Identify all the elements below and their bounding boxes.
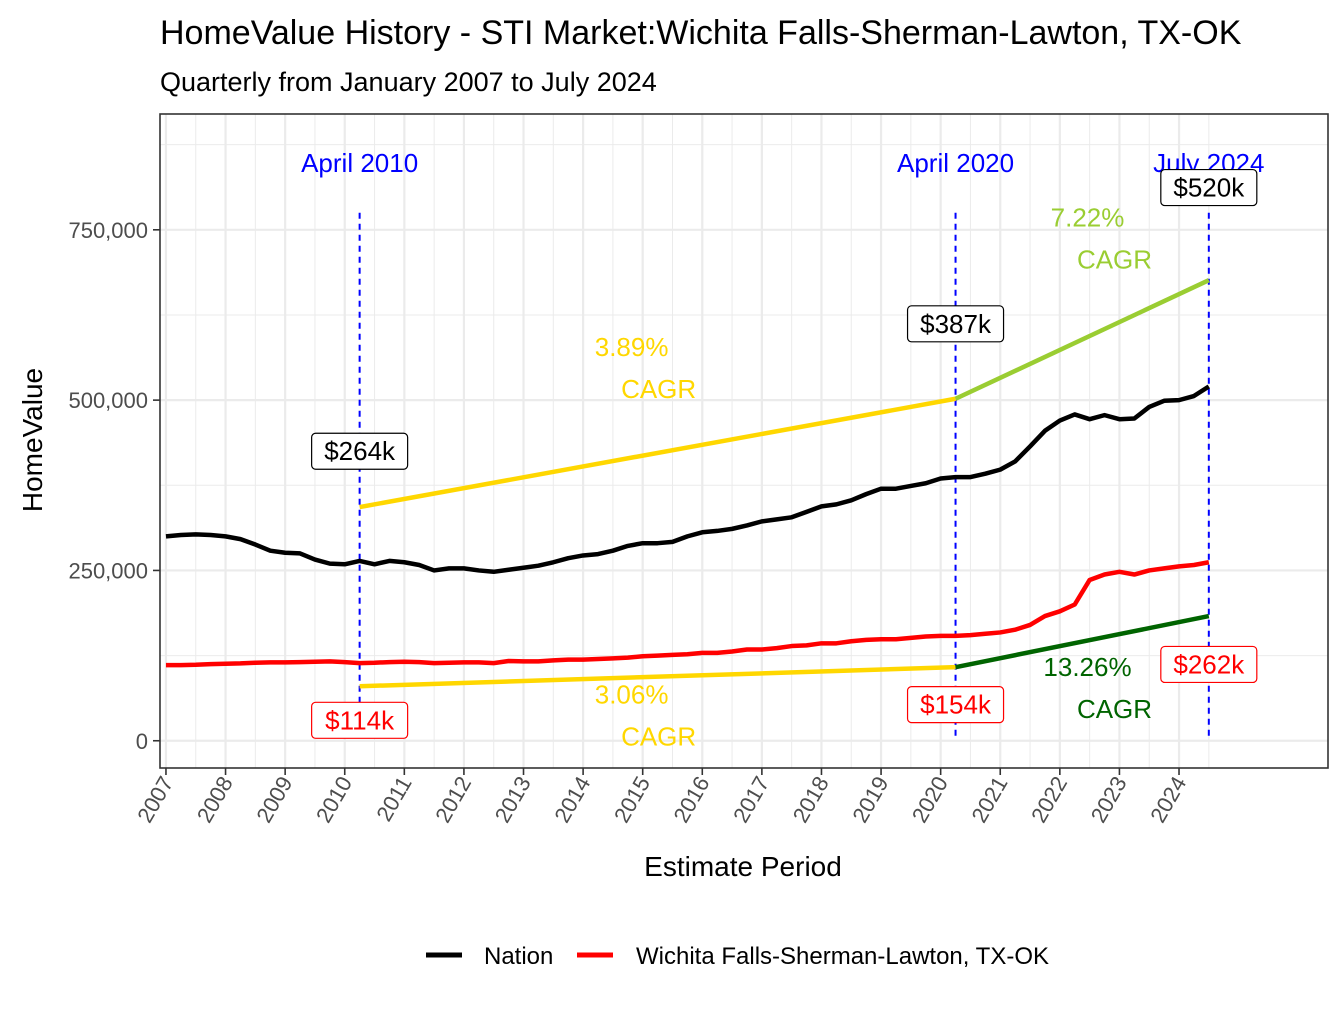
y-tick-label: 250,000	[68, 558, 148, 583]
value-label-box	[906, 686, 1005, 724]
value-label-box	[1160, 645, 1258, 684]
legend-label-market: Wichita Falls-Sherman-Lawton, TX-OK	[636, 943, 1049, 970]
x-tick-label: 2012	[430, 772, 476, 827]
x-tick-label: 2022	[1026, 772, 1072, 827]
x-tick-label: 2017	[728, 772, 774, 827]
x-tick-label: 2014	[549, 772, 595, 827]
value-label-text: $154k	[920, 690, 992, 720]
legend: Nation Wichita Falls-Sherman-Lawton, TX-…	[426, 943, 1049, 970]
x-tick-label: 2013	[490, 772, 536, 827]
value-label-box	[1160, 168, 1258, 207]
legend-label-nation: Nation	[484, 943, 553, 970]
value-label-5: $262k	[1160, 645, 1258, 684]
cagr-rate-label-1: 7.22%	[1051, 202, 1125, 232]
panel-border	[159, 113, 1329, 769]
x-tick-label: 2019	[847, 772, 893, 827]
y-tick-label: 500,000	[68, 388, 148, 413]
x-tick-label: 2023	[1086, 772, 1132, 827]
value-label-text: $520k	[1173, 173, 1245, 203]
value-label-4: $154k	[906, 686, 1005, 724]
y-axis-title: HomeValue	[17, 368, 48, 512]
x-tick-label: 2011	[371, 772, 416, 825]
cagr-suffix-label-2: CAGR	[621, 721, 696, 751]
x-tick-label: 2018	[788, 772, 834, 827]
marker-label-0: April 2010	[301, 148, 418, 178]
value-label-box	[311, 701, 409, 739]
y-tick-label: 750,000	[68, 218, 148, 243]
x-tick-label: 2008	[192, 772, 238, 827]
chart-subtitle: Quarterly from January 2007 to July 2024	[160, 67, 657, 97]
cagr-rate-label-0: 3.89%	[595, 332, 669, 362]
x-tick-label: 2016	[668, 772, 714, 827]
cagr-suffix-label-3: CAGR	[1077, 694, 1152, 724]
value-label-text: $262k	[1173, 649, 1245, 679]
cagr-suffix-label-0: CAGR	[621, 374, 696, 404]
x-tick-label: 2007	[132, 772, 178, 827]
cagr-line-2	[359, 664, 956, 689]
chart-title: HomeValue History - STI Market:Wichita F…	[160, 14, 1242, 52]
cagr-line-0	[359, 396, 956, 510]
value-label-2: $520k	[1160, 168, 1258, 207]
value-label-text: $387k	[920, 309, 992, 339]
y-tick-label: 0	[136, 729, 148, 754]
series-line-nation	[165, 384, 1211, 575]
cagr-line-3	[955, 613, 1210, 670]
value-label-1: $387k	[906, 305, 1005, 343]
x-tick-label: 2024	[1145, 772, 1191, 827]
x-tick-label: 2009	[251, 772, 297, 827]
x-tick-label: 2020	[907, 772, 953, 827]
value-label-0: $264k	[311, 432, 409, 470]
x-axis-title: Estimate Period	[644, 851, 842, 882]
marker-label-1: April 2020	[897, 148, 1014, 178]
x-tick-label: 2010	[311, 772, 357, 827]
value-label-text: $114k	[325, 705, 395, 735]
value-label-text: $264k	[324, 436, 396, 466]
cagr-rate-label-2: 3.06%	[595, 679, 669, 709]
plot-panel: April 2010 April 2020 July 20243.89%CAGR7.…	[159, 113, 1329, 769]
cagr-line-1	[954, 278, 1210, 401]
series-line-wichita-falls-sherman-lawton-tx-ok	[165, 560, 1210, 668]
value-label-box	[311, 432, 409, 470]
value-label-box	[906, 305, 1005, 343]
x-tick-label: 2015	[609, 772, 655, 827]
x-tick-label: 2021	[966, 772, 1012, 827]
cagr-suffix-label-1: CAGR	[1077, 244, 1152, 274]
value-label-3: $114k	[311, 701, 409, 739]
cagr-rate-label-3: 13.26%	[1043, 652, 1131, 682]
